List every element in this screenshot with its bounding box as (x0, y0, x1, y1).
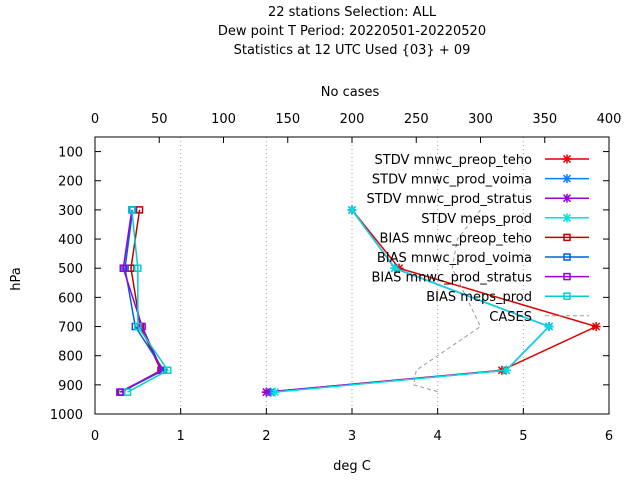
point-marker (261, 387, 271, 397)
x2-tick-label: 350 (532, 112, 557, 127)
legend-label: BIAS mnwc_prod_voima (377, 251, 532, 266)
point-marker (119, 264, 128, 272)
x2-tick-label: 100 (211, 112, 236, 127)
x2-tick-label: 300 (468, 112, 493, 127)
x-tick-label: 2 (262, 429, 270, 444)
x2-tick-label: 150 (275, 112, 300, 127)
point-marker (135, 206, 144, 214)
legend-label: STDV mnwc_preop_teho (375, 153, 533, 168)
x-axis-label: deg C (333, 459, 371, 474)
legend-entry: BIAS mnwc_prod_stratus (371, 271, 589, 286)
point-marker (562, 193, 572, 203)
y-tick-label: 1000 (50, 408, 83, 423)
point-marker (116, 388, 124, 396)
y-tick-label: 400 (58, 233, 83, 248)
axes: 0 1 2 3 4 5 6 0 50 100 150 200 250 300 350 400 100 200 300… (50, 112, 622, 444)
legend-entry: STDV mnwc_preop_teho (375, 153, 589, 168)
point-marker (591, 322, 601, 332)
point-marker (134, 322, 142, 331)
point-marker (501, 365, 511, 375)
y-tick-label: 700 (58, 321, 83, 336)
point-marker (563, 292, 571, 300)
point-marker (562, 174, 572, 184)
y-tick-label: 900 (58, 379, 83, 394)
legend-label: STDV mnwc_prod_stratus (367, 192, 533, 207)
x2-tick-label: 250 (404, 112, 429, 127)
x-tick-label: 6 (605, 429, 613, 444)
series-layer (116, 205, 601, 397)
legend: STDV mnwc_preop_teho STDV mnwc_prod_voima… (367, 153, 589, 325)
x-tick-label: 5 (519, 429, 527, 444)
y-tick-label: 800 (58, 350, 83, 365)
point-marker (562, 154, 572, 164)
series-8 (413, 209, 482, 393)
title-line: 22 stations Selection: ALL (268, 5, 437, 20)
y-axis-label: hPa (9, 267, 24, 290)
point-marker (563, 253, 571, 261)
chart-title: 22 stations Selection: ALL Dew point T Pe… (9, 5, 486, 474)
point-marker (390, 263, 400, 273)
point-marker (164, 366, 172, 375)
y-tick-label: 100 (58, 146, 83, 161)
y-tick-label: 600 (58, 291, 83, 306)
x2-axis-label: No cases (321, 85, 380, 100)
series-line (413, 209, 482, 393)
series-line (127, 209, 169, 393)
legend-label: CASES (489, 310, 532, 325)
x-tick-label: 0 (91, 429, 99, 444)
legend-label: STDV mnwc_prod_voima (372, 173, 532, 188)
point-marker (544, 322, 554, 332)
x-tick-label: 3 (348, 429, 356, 444)
legend-label: BIAS mnwc_preop_teho (379, 231, 532, 246)
y-tick-label: 200 (58, 175, 83, 190)
title-line: Statistics at 12 UTC Used {03} + 09 (234, 43, 471, 58)
legend-label: BIAS meps_prod (426, 290, 532, 305)
legend-entry: STDV mnwc_prod_stratus (367, 192, 589, 207)
x-tick-label: 4 (434, 429, 442, 444)
point-marker (563, 272, 571, 281)
point-marker (563, 233, 571, 242)
series-7 (123, 206, 172, 396)
legend-label: STDV meps_prod (421, 212, 532, 227)
legend-entry: BIAS mnwc_prod_voima (377, 251, 589, 266)
point-marker (134, 264, 142, 272)
legend-entry: STDV mnwc_prod_voima (372, 173, 589, 188)
x2-tick-label: 50 (151, 112, 168, 127)
point-marker (270, 387, 280, 397)
legend-entry: CASES (489, 310, 589, 325)
legend-entry: BIAS meps_prod (426, 290, 589, 305)
legend-entry: STDV meps_prod (421, 212, 589, 227)
series-3 (270, 205, 554, 397)
x2-tick-label: 200 (340, 112, 365, 127)
x-tick-label: 1 (177, 429, 185, 444)
series-4 (117, 206, 165, 396)
y-tick-label: 500 (58, 262, 83, 277)
x2-tick-label: 400 (597, 112, 622, 127)
y-tick-label: 300 (58, 204, 83, 219)
legend-label: BIAS mnwc_prod_stratus (371, 271, 532, 286)
point-marker (128, 206, 136, 214)
point-marker (347, 205, 357, 215)
x2-tick-label: 0 (91, 112, 99, 127)
series-line (119, 209, 163, 393)
legend-entry: BIAS mnwc_preop_teho (379, 231, 589, 246)
point-marker (562, 213, 572, 223)
point-marker (123, 388, 132, 396)
title-line: Dew point T Period: 20220501-20220520 (218, 24, 486, 39)
point-marker (138, 322, 146, 331)
